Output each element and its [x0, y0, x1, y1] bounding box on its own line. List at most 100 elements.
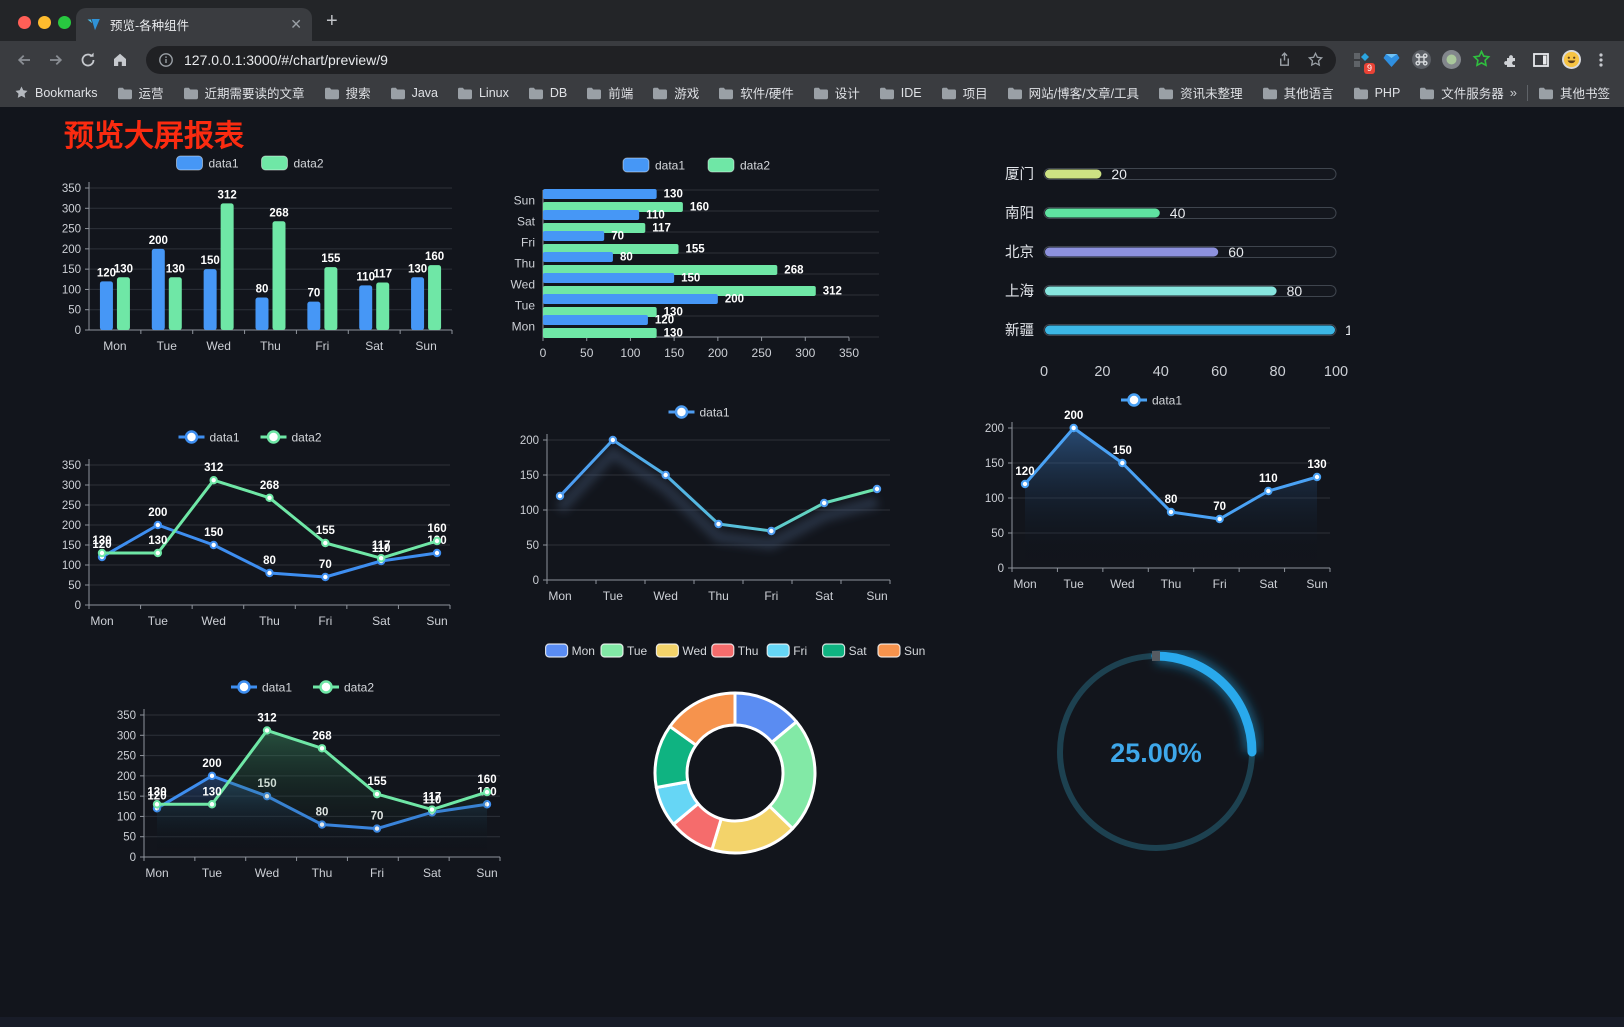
reload-button[interactable]: [74, 46, 102, 74]
side-panel-icon[interactable]: [1528, 46, 1554, 74]
svg-text:70: 70: [611, 231, 624, 243]
svg-text:50: 50: [991, 528, 1004, 540]
svg-text:data2: data2: [740, 159, 770, 173]
tab-close-icon[interactable]: ✕: [290, 16, 302, 32]
legend-item-Fri[interactable]: Fri: [766, 643, 807, 658]
legend-item-Thu[interactable]: Thu: [711, 643, 759, 658]
bookmarks-bar: Bookmarks 运营 近期需要读的文章 搜索 Java Linux DB 前端 游戏 软件/…: [0, 78, 1624, 107]
folder-icon: [390, 87, 405, 99]
svg-text:0: 0: [540, 346, 547, 360]
folder-icon: [324, 87, 339, 99]
svg-text:350: 350: [839, 346, 859, 360]
svg-text:data2: data2: [294, 157, 324, 171]
back-button[interactable]: [10, 46, 38, 74]
svg-text:150: 150: [117, 791, 136, 803]
bookmark-item[interactable]: 游戏: [652, 83, 699, 102]
svg-text:Thu: Thu: [260, 339, 281, 353]
svg-text:120: 120: [1015, 466, 1034, 478]
legend-item-Tue[interactable]: Tue: [600, 643, 648, 658]
forward-button[interactable]: [42, 46, 70, 74]
bookmark-item[interactable]: Linux: [457, 86, 509, 100]
svg-text:268: 268: [312, 730, 332, 742]
legend-item-Wed[interactable]: Wed: [655, 643, 707, 658]
svg-text:130: 130: [664, 328, 683, 340]
legend-item-data1[interactable]: data1: [176, 155, 239, 171]
svg-text:Mon: Mon: [103, 339, 126, 353]
bookmark-item[interactable]: 项目: [941, 83, 988, 102]
svg-text:Wed: Wed: [653, 589, 677, 603]
url-text[interactable]: 127.0.0.1:3000/#/chart/preview/9: [184, 51, 388, 68]
green-star-extension-icon[interactable]: [1468, 46, 1494, 74]
svg-text:Wed: Wed: [206, 339, 230, 353]
svg-text:150: 150: [62, 540, 81, 552]
extensions-puzzle-icon[interactable]: [1498, 46, 1524, 74]
command-extension-icon[interactable]: [1408, 46, 1434, 74]
legend-item-data1[interactable]: data1: [622, 157, 685, 173]
legend-item-data2[interactable]: data2: [313, 680, 374, 695]
legend-item-data1[interactable]: data1: [668, 405, 730, 420]
legend-item-Sun[interactable]: Sun: [877, 643, 925, 658]
svg-text:50: 50: [68, 305, 81, 317]
legend-item-Mon[interactable]: Mon: [544, 643, 595, 658]
legend-item-data1[interactable]: data1: [178, 430, 240, 445]
donut-slice-Sun[interactable]: [668, 691, 737, 747]
bookmark-item[interactable]: 软件/硬件: [718, 83, 794, 102]
browser-tab[interactable]: 预览-各种组件 ✕: [76, 8, 312, 41]
svg-text:0: 0: [1040, 364, 1048, 380]
bookmark-item[interactable]: 前端: [586, 83, 633, 102]
svg-text:新疆: 新疆: [1005, 322, 1034, 339]
svg-text:Wed: Wed: [1110, 577, 1134, 591]
url-bar[interactable]: 127.0.0.1:3000/#/chart/preview/9: [146, 45, 1336, 74]
svg-text:Fri: Fri: [521, 236, 535, 250]
bookmark-item[interactable]: IDE: [879, 86, 922, 100]
svg-text:160: 160: [425, 251, 444, 263]
bookmarks-manager[interactable]: Bookmarks: [14, 85, 98, 100]
close-window-icon[interactable]: [18, 16, 31, 29]
svg-text:Thu: Thu: [1161, 577, 1182, 591]
legend-item-data2[interactable]: data2: [260, 430, 322, 445]
menu-dots-icon[interactable]: [1588, 46, 1614, 74]
svg-text:110: 110: [646, 210, 665, 222]
legend-item-data2[interactable]: data2: [261, 155, 324, 171]
emoji-profile-icon[interactable]: [1558, 46, 1584, 74]
new-tab-button[interactable]: +: [326, 10, 338, 32]
bookmark-folders: 运营 近期需要读的文章 搜索 Java Linux DB 前端 游戏 软件/硬件 设计 IDE 项目网…: [117, 83, 1510, 102]
bookmark-star-icon[interactable]: [1307, 51, 1324, 68]
bookmark-item[interactable]: 资讯未整理: [1158, 83, 1243, 102]
minimize-window-icon[interactable]: [38, 16, 51, 29]
legend-item-data1[interactable]: data1: [1121, 393, 1182, 408]
window-bottom-edge: [0, 1017, 1624, 1027]
bookmark-item[interactable]: 网站/博客/文章/工具: [1007, 83, 1139, 102]
svg-text:155: 155: [367, 776, 387, 788]
folder-icon: [941, 87, 956, 99]
bookmark-item[interactable]: Java: [390, 86, 438, 100]
home-button[interactable]: [106, 46, 134, 74]
bookmark-item[interactable]: 其他语言: [1262, 83, 1334, 102]
bookmark-item[interactable]: 运营: [117, 83, 164, 102]
bookmark-item[interactable]: PHP: [1353, 86, 1400, 100]
site-info-icon[interactable]: [158, 52, 174, 68]
bookmark-item[interactable]: 搜索: [324, 83, 371, 102]
bookmark-item[interactable]: 近期需要读的文章: [183, 83, 305, 102]
svg-text:200: 200: [725, 294, 744, 306]
legend-item-Sat[interactable]: Sat: [822, 643, 868, 658]
bookmark-item[interactable]: DB: [528, 86, 567, 100]
other-bookmarks[interactable]: 其他书签: [1538, 83, 1610, 102]
tab-manager-extension-icon[interactable]: 9: [1348, 46, 1375, 74]
svg-text:20: 20: [1111, 166, 1127, 182]
bookmark-item[interactable]: 设计: [813, 83, 860, 102]
traffic-lights: [18, 16, 71, 29]
gem-extension-icon[interactable]: [1378, 46, 1404, 74]
legend-item-data1[interactable]: data1: [231, 680, 292, 695]
bookmarks-overflow-chevron[interactable]: »: [1509, 85, 1517, 100]
legend-item-data2[interactable]: data2: [707, 157, 770, 173]
bookmark-item[interactable]: 文件服务器: [1419, 83, 1504, 102]
maximize-window-icon[interactable]: [58, 16, 71, 29]
svg-text:70: 70: [319, 559, 332, 571]
svg-text:250: 250: [62, 224, 81, 236]
svg-text:Tue: Tue: [603, 589, 624, 603]
svg-text:40: 40: [1153, 364, 1169, 380]
dot-extension-icon[interactable]: [1438, 46, 1464, 74]
svg-text:Sun: Sun: [866, 589, 887, 603]
share-icon[interactable]: [1276, 51, 1293, 68]
